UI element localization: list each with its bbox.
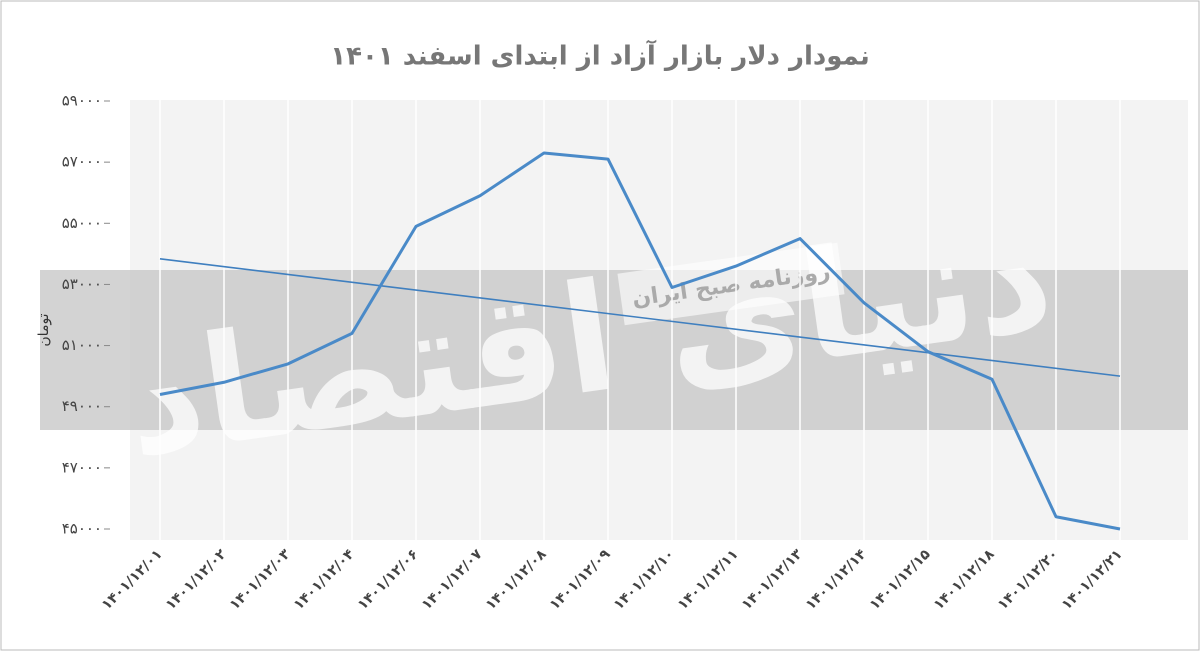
y-tick-label: ۵۱۰۰۰ [62,336,102,354]
watermark-box [617,242,845,326]
y-tick-label: ۵۵۰۰۰ [62,214,102,232]
y-tick-label: ۴۹۰۰۰ [62,397,102,415]
y-tick-label: ۴۷۰۰۰ [62,458,102,476]
y-tick-label: ۵۳۰۰۰ [62,275,102,293]
chart-title: نمودار دلار بازار آزاد از ابتدای اسفند ۱… [330,40,870,72]
trend-line [159,258,1121,377]
y-tick-label: ۵۷۰۰۰ [62,153,102,171]
y-axis-label: تومان [36,313,52,346]
y-tick-label: ۵۹۰۰۰ [62,92,102,110]
line [159,151,1121,531]
band [40,270,1188,430]
y-tick-label: ۴۵۰۰۰ [62,520,102,538]
